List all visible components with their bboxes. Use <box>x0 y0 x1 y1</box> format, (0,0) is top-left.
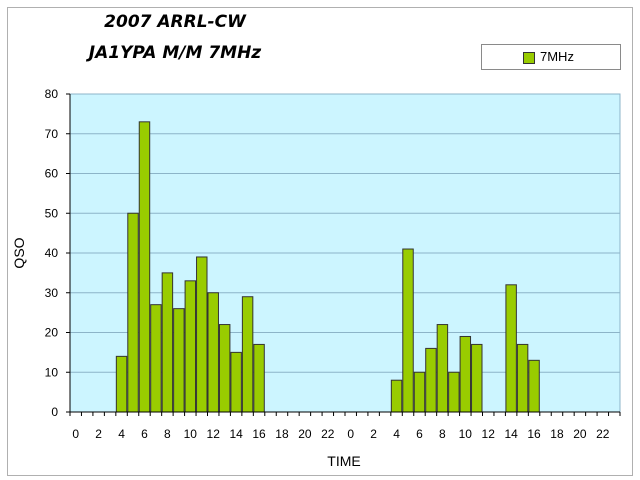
chart-title: 2007 ARRL-CW <box>104 12 246 32</box>
y-tick-label: 50 <box>45 206 59 220</box>
y-tick-label: 70 <box>45 127 59 141</box>
x-tick-label: 16 <box>252 427 266 441</box>
y-tick-labels: 0 10 20 30 40 50 60 70 80 <box>45 87 59 419</box>
bar <box>448 371 460 413</box>
bar <box>459 335 472 413</box>
x-tick-label: 20 <box>298 427 312 441</box>
x-tick-label: 6 <box>416 427 423 441</box>
y-tick-label: 30 <box>45 286 59 300</box>
legend-label: 7MHz <box>540 49 574 64</box>
x-tick-label: 4 <box>118 427 125 441</box>
legend: 7MHz <box>481 44 621 70</box>
x-tick-label: 2 <box>370 427 377 441</box>
y-tick-label: 40 <box>45 246 59 260</box>
bar <box>127 212 139 413</box>
chart-subtitle: JA1YPA M/M 7MHz <box>88 43 262 63</box>
x-tick-label: 2 <box>95 427 102 441</box>
bar <box>516 343 529 413</box>
x-tick-label: 18 <box>550 427 564 441</box>
bar <box>138 121 151 413</box>
bar <box>218 324 231 413</box>
bar <box>230 351 242 413</box>
y-tick-label: 60 <box>45 167 59 181</box>
y-axis-label: QSO <box>11 237 27 268</box>
bar <box>115 355 128 413</box>
bar <box>436 324 449 413</box>
y-tick-label: 10 <box>45 365 59 379</box>
x-axis-label: TIME <box>327 453 360 469</box>
bar <box>390 379 403 413</box>
bar <box>161 272 174 413</box>
bar <box>173 308 185 413</box>
x-tick-label: 4 <box>393 427 400 441</box>
bar <box>184 280 197 413</box>
bar <box>505 284 517 413</box>
x-tick-label: 12 <box>207 427 221 441</box>
x-tick-label: 6 <box>141 427 148 441</box>
legend-swatch <box>523 52 535 64</box>
y-tick-label: 80 <box>45 87 59 101</box>
bar <box>241 296 254 413</box>
x-tick-label: 22 <box>321 427 335 441</box>
bar <box>528 359 540 413</box>
x-tick-label: 18 <box>275 427 289 441</box>
x-tick-label: 22 <box>596 427 610 441</box>
bar <box>196 256 208 413</box>
bar <box>253 343 265 413</box>
x-tick-label: 8 <box>164 427 171 441</box>
x-tick-label: 0 <box>72 427 79 441</box>
axes <box>69 94 621 416</box>
x-tick-labels: 0 2 4 6 8 10 12 14 16 18 20 22 0 2 4 6 8 10 12 14 16 18 20 22 <box>72 427 609 441</box>
bar <box>402 248 414 413</box>
x-tick-label: 14 <box>229 427 243 441</box>
bar <box>207 292 219 413</box>
x-tick-label: 14 <box>504 427 518 441</box>
x-tick-label: 0 <box>347 427 354 441</box>
bar <box>413 371 426 413</box>
x-tick-label: 16 <box>527 427 541 441</box>
bar <box>471 343 483 413</box>
x-tick-label: 20 <box>573 427 587 441</box>
x-tick-label: 12 <box>482 427 496 441</box>
y-tick-label: 20 <box>45 326 59 340</box>
bar <box>425 347 437 413</box>
x-tick-label: 10 <box>184 427 198 441</box>
x-tick-label: 8 <box>439 427 446 441</box>
bar <box>150 304 162 413</box>
x-tick-label: 10 <box>459 427 473 441</box>
y-tick-label: 0 <box>51 405 58 419</box>
